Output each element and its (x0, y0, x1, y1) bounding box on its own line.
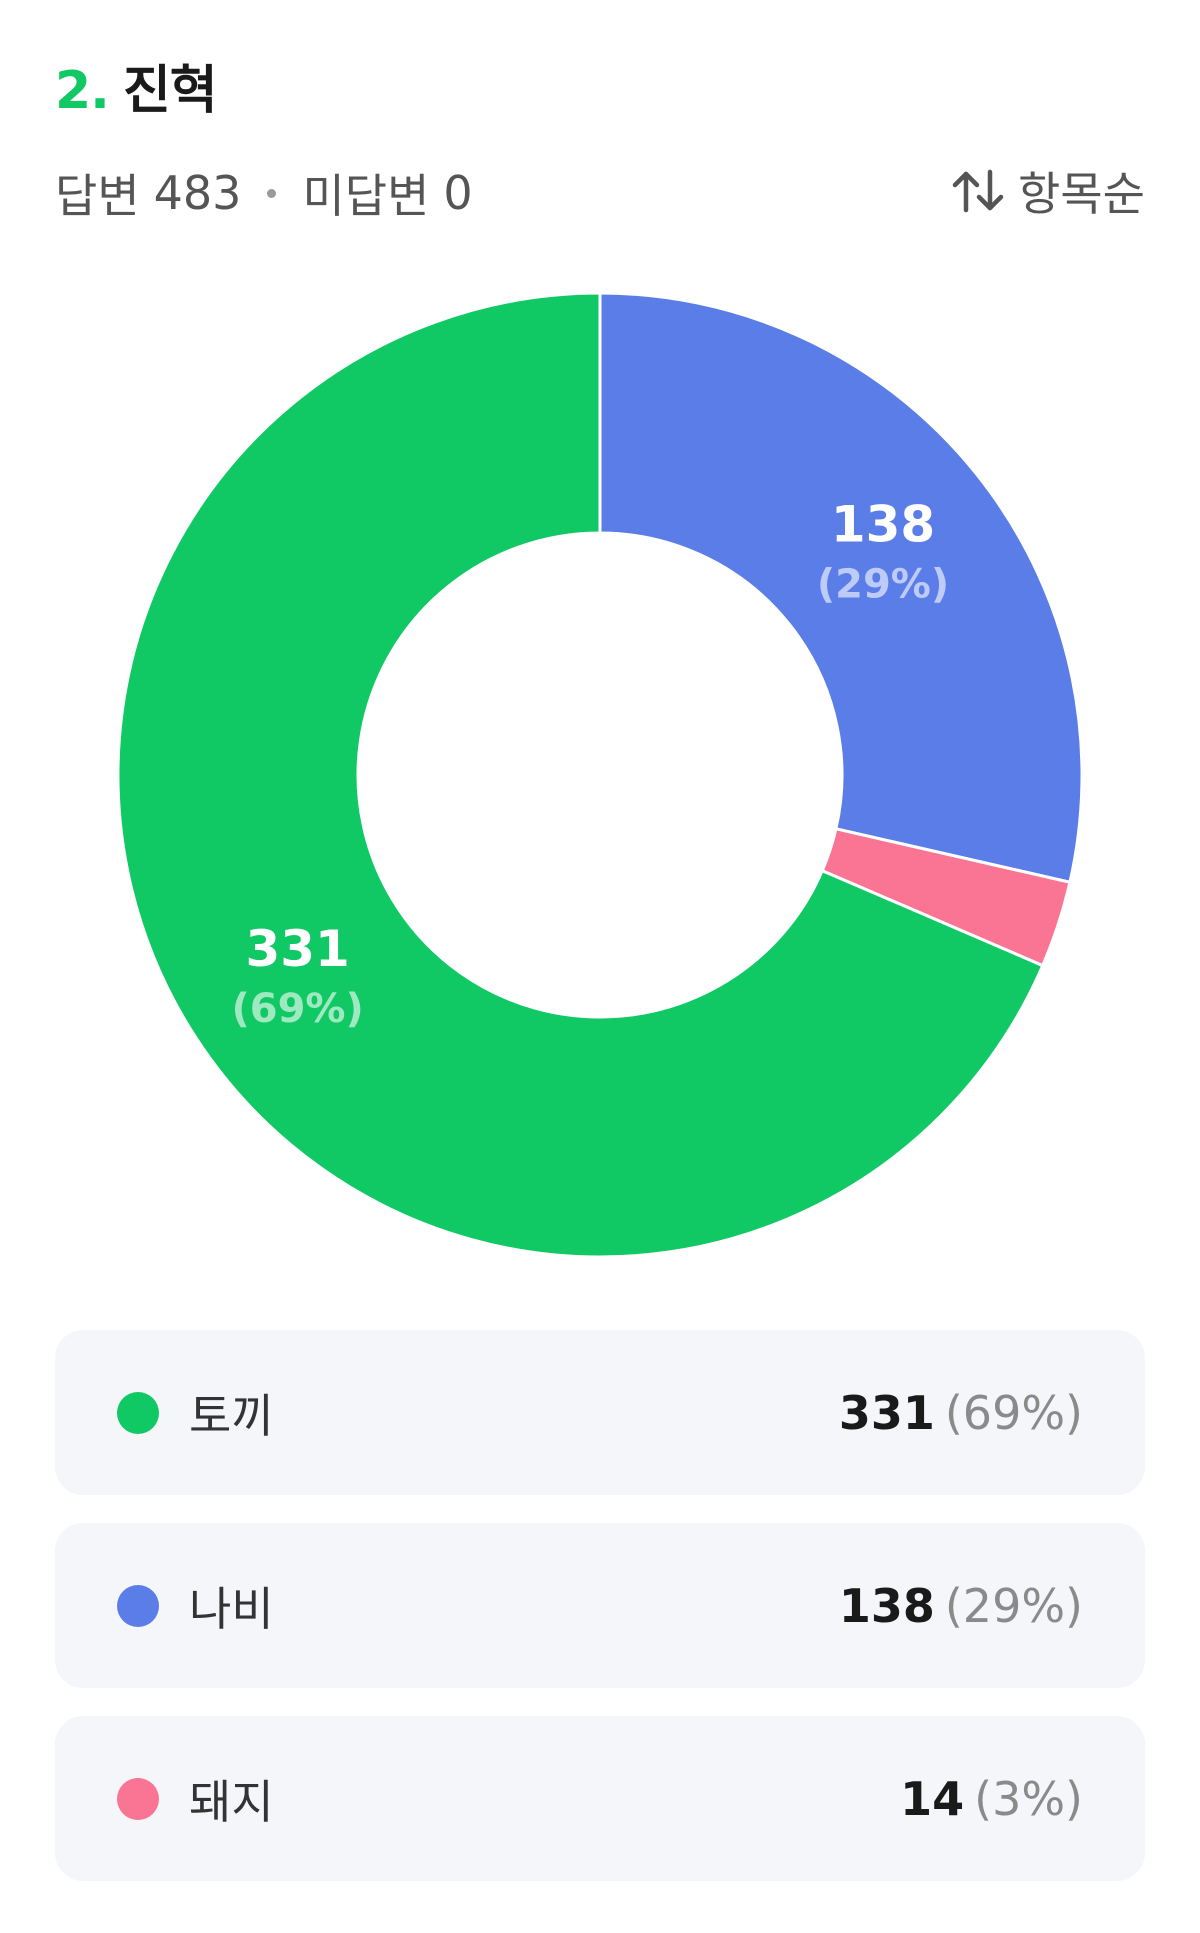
legend: 토끼 331 (69%) 나비 138 (29%) 돼지 14 (3%) (55, 1330, 1145, 1909)
legend-label: 나비 (189, 1581, 274, 1636)
legend-stats: 331 (69%) (839, 1386, 1083, 1440)
legend-percent: (3%) (974, 1771, 1083, 1826)
unanswered-label: 미답변 (302, 169, 430, 223)
legend-percent: (29%) (944, 1578, 1083, 1633)
donut-slice (598, 291, 1084, 885)
slice-value-label: 138 (831, 495, 935, 553)
legend-value: 138 (838, 1578, 935, 1633)
legend-label: 돼지 (189, 1774, 274, 1829)
donut-slice (116, 291, 1045, 1259)
legend-color-dot (117, 1584, 159, 1627)
question-title: 진혁 (122, 61, 218, 121)
legend-value: 14 (900, 1771, 965, 1826)
donut-chart: 138 (29%) 331 (69%) (0, 270, 1200, 1270)
separator-dot (267, 188, 277, 198)
slice-value-label: 331 (245, 920, 349, 978)
sort-label: 항목순 (1018, 167, 1145, 221)
legend-value: 331 (838, 1385, 935, 1440)
legend-item: 토끼 331 (69%) (55, 1330, 1145, 1495)
slice-percent-label: (69%) (231, 986, 363, 1032)
legend-color-dot (117, 1777, 159, 1820)
answered-count: 483 (153, 166, 242, 220)
question-header: 2. 진혁 (55, 48, 218, 123)
sort-button[interactable]: 항목순 (950, 158, 1145, 224)
legend-stats: 138 (29%) (839, 1579, 1083, 1633)
legend-percent: (69%) (944, 1385, 1083, 1440)
legend-item: 돼지 14 (3%) (55, 1716, 1145, 1881)
unanswered-count: 0 (443, 166, 473, 220)
legend-color-dot (117, 1391, 159, 1434)
answered-label: 답변 (55, 169, 140, 223)
legend-item: 나비 138 (29%) (55, 1523, 1145, 1688)
legend-stats: 14 (3%) (900, 1772, 1083, 1826)
sort-arrows-icon (950, 166, 1006, 216)
question-number: 2. (55, 61, 110, 121)
legend-label: 토끼 (189, 1388, 274, 1443)
slice-percent-label: (29%) (817, 561, 949, 607)
response-summary: 답변 483 미답변 0 (55, 160, 473, 226)
